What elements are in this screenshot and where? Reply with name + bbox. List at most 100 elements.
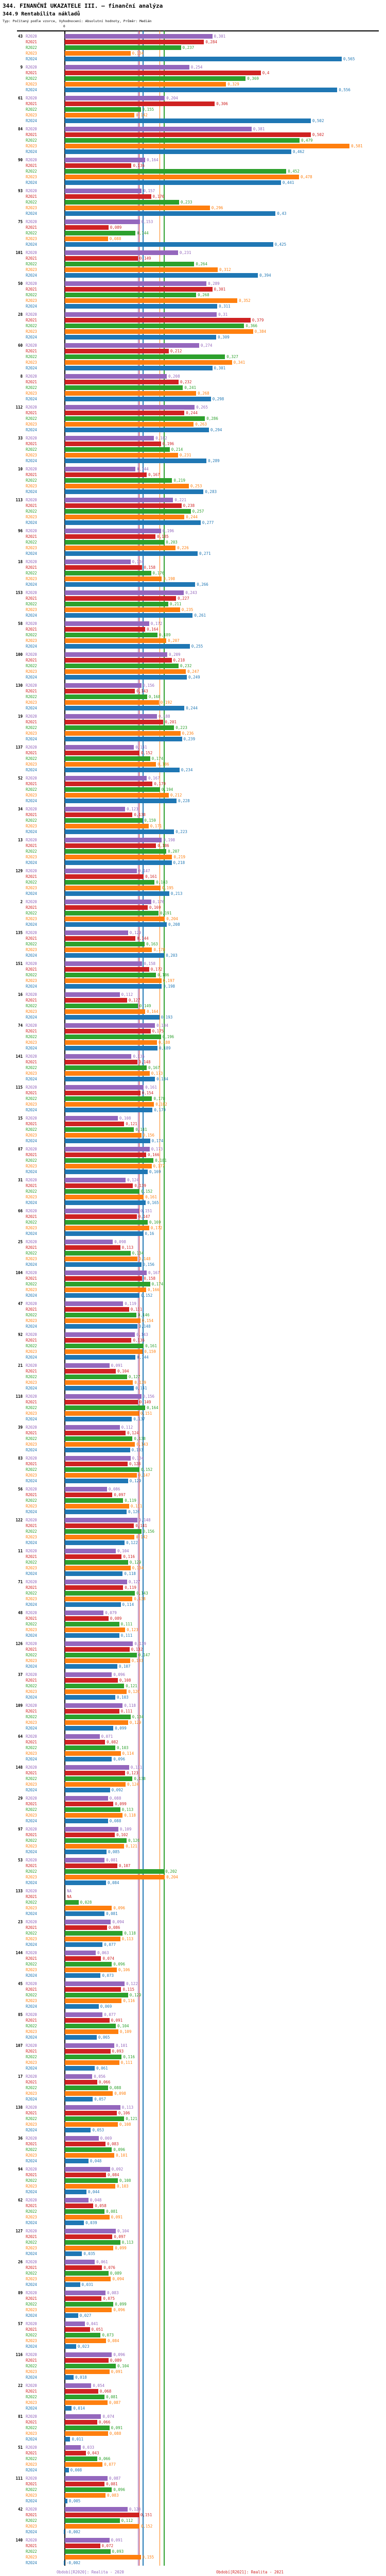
- chart-row[interactable]: 148 R2020 0,131: [0, 1765, 386, 1770]
- bar[interactable]: [65, 2012, 103, 2017]
- bar[interactable]: [65, 1597, 133, 1601]
- chart-row[interactable]: R2023 0,182: [0, 1101, 386, 1107]
- chart-row[interactable]: R2021 0,227: [0, 596, 386, 601]
- chart-row[interactable]: R2021 NA: [0, 1894, 386, 1900]
- chart-row[interactable]: 18 R2020 0,134: [0, 559, 386, 565]
- chart-row[interactable]: 71 R2020 0,127: [0, 1579, 386, 1585]
- chart-row[interactable]: 133 R2020 NA: [0, 1888, 386, 1894]
- bar[interactable]: [65, 1510, 127, 1514]
- bar[interactable]: [65, 911, 159, 916]
- bar[interactable]: [65, 2049, 111, 2054]
- bar[interactable]: [65, 1487, 107, 1492]
- bar[interactable]: [65, 57, 342, 61]
- chart-row[interactable]: R2021 0,167: [0, 472, 386, 478]
- bar[interactable]: [65, 1139, 150, 1143]
- chart-row[interactable]: R2022 0,089: [0, 2270, 386, 2276]
- chart-row[interactable]: R2022 0,183: [0, 879, 386, 885]
- bar[interactable]: [65, 236, 108, 241]
- bar[interactable]: [65, 2097, 93, 2102]
- bar[interactable]: [65, 1819, 108, 1823]
- chart-row[interactable]: R2024 0,208: [0, 922, 386, 927]
- bar[interactable]: [65, 428, 209, 432]
- bar[interactable]: [65, 590, 184, 595]
- chart-row[interactable]: R2021 0,124: [0, 1430, 386, 1436]
- chart-row[interactable]: R2022 0,369: [0, 76, 386, 81]
- bar[interactable]: [65, 1251, 131, 1256]
- chart-row[interactable]: R2023 0,352: [0, 298, 386, 303]
- chart-row[interactable]: R2024 0,122: [0, 1540, 386, 1546]
- chart-row[interactable]: 61 R2020 0,204: [0, 95, 386, 101]
- chart-row[interactable]: R2024 0,298: [0, 396, 386, 402]
- chart-row[interactable]: R2021 0,161: [0, 874, 386, 879]
- bar[interactable]: [65, 1060, 137, 1064]
- chart-row[interactable]: 107 R2020 0,101: [0, 2043, 386, 2048]
- chart-row[interactable]: R2023 0,268: [0, 391, 386, 396]
- chart-row[interactable]: 75 R2020 0,153: [0, 219, 386, 225]
- bar[interactable]: [65, 1015, 160, 1020]
- chart-row[interactable]: R2023 0,129: [0, 1720, 386, 1725]
- chart-row[interactable]: R2023 0,247: [0, 669, 386, 674]
- bar[interactable]: [65, 1127, 134, 1132]
- chart-row[interactable]: R2024 0,107: [0, 1664, 386, 1669]
- bar[interactable]: [65, 602, 168, 606]
- bar[interactable]: [65, 2383, 92, 2388]
- chart-row[interactable]: 138 R2020 0,113: [0, 2105, 386, 2110]
- chart-row[interactable]: R2021 0,113: [0, 1245, 386, 1250]
- bar[interactable]: [65, 127, 252, 131]
- chart-row[interactable]: R2022 0,196: [0, 1034, 386, 1040]
- chart-row[interactable]: R2023 0,192: [0, 700, 386, 705]
- bar[interactable]: [65, 1307, 129, 1312]
- chart-row[interactable]: 60 R2020 0,274: [0, 343, 386, 348]
- bar[interactable]: [65, 992, 120, 997]
- bar[interactable]: [65, 1240, 113, 1244]
- chart-row[interactable]: R2023 0,159: [0, 1349, 386, 1354]
- chart-row[interactable]: R2023 0,091: [0, 2214, 386, 2220]
- chart-row[interactable]: 51 R2020 0,033: [0, 2445, 386, 2450]
- chart-row[interactable]: R2024 0,244: [0, 705, 386, 711]
- chart-row[interactable]: R2021 0,179: [0, 781, 386, 787]
- bar[interactable]: [65, 2271, 109, 2276]
- chart-row[interactable]: R2024 0,144: [0, 1354, 386, 1360]
- bar[interactable]: [65, 2198, 89, 2202]
- bar[interactable]: [65, 829, 174, 834]
- bar[interactable]: [65, 1869, 164, 1874]
- chart-row[interactable]: R2024 0,165: [0, 1200, 386, 1206]
- bar[interactable]: [65, 2055, 122, 2059]
- chart-row[interactable]: R2021 0,186: [0, 843, 386, 849]
- bar[interactable]: [65, 411, 185, 415]
- bar[interactable]: [65, 498, 173, 502]
- chart-row[interactable]: R2021 0,128: [0, 1461, 386, 1467]
- chart-row[interactable]: R2022 0,134: [0, 1250, 386, 1256]
- chart-row[interactable]: 153 R2020 0,243: [0, 590, 386, 596]
- bar[interactable]: [65, 1318, 141, 1323]
- chart-row[interactable]: R2023 0,148: [0, 1256, 386, 1262]
- chart-row[interactable]: R2024 0,133: [0, 1447, 386, 1453]
- bar[interactable]: [65, 1071, 150, 1076]
- chart-row[interactable]: R2022 0,452: [0, 168, 386, 174]
- chart-row[interactable]: R2023 0,219: [0, 854, 386, 860]
- chart-row[interactable]: 74 R2020 0,184: [0, 1023, 386, 1028]
- bar[interactable]: [65, 2204, 94, 2208]
- bar[interactable]: [65, 1324, 137, 1329]
- bar[interactable]: [65, 900, 151, 904]
- chart-row[interactable]: 118 R2020 0,156: [0, 1394, 386, 1399]
- bar[interactable]: [65, 354, 225, 359]
- chart-row[interactable]: R2022 0,202: [0, 1869, 386, 1874]
- chart-row[interactable]: R2022 0,127: [0, 1374, 386, 1380]
- bar[interactable]: [65, 2215, 110, 2219]
- bar[interactable]: [65, 329, 253, 334]
- chart-row[interactable]: R2022 0,119: [0, 1498, 386, 1503]
- bar[interactable]: [65, 2451, 86, 2455]
- bar[interactable]: [65, 472, 147, 477]
- chart-row[interactable]: R2021 0,066: [0, 2079, 386, 2085]
- bar[interactable]: [65, 1782, 126, 1787]
- chart-row[interactable]: R2024 0,277: [0, 520, 386, 526]
- bar[interactable]: [65, 2091, 113, 2096]
- bar[interactable]: [65, 484, 189, 488]
- chart-row[interactable]: R2024 0,255: [0, 643, 386, 649]
- chart-row[interactable]: R2023 0,478: [0, 174, 386, 180]
- bar[interactable]: [65, 627, 146, 632]
- bar[interactable]: [65, 799, 177, 803]
- chart-row[interactable]: R2022 0,096: [0, 2147, 386, 2153]
- bar[interactable]: [65, 1757, 112, 1761]
